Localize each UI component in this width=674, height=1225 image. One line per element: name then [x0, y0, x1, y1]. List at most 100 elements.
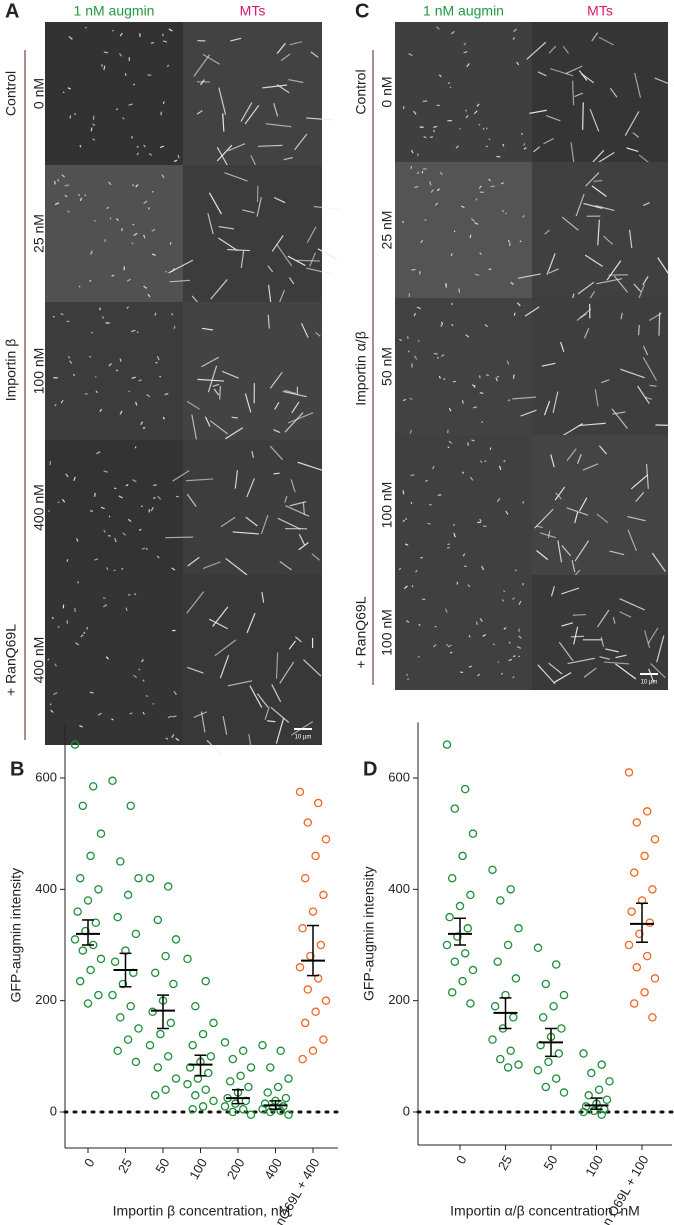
filament — [213, 388, 220, 396]
data-point — [632, 963, 642, 972]
filament — [275, 718, 285, 744]
data-point — [171, 935, 181, 944]
filament — [642, 276, 649, 286]
filament — [202, 561, 221, 570]
filament — [406, 673, 408, 676]
data-point — [86, 851, 95, 861]
filament — [64, 184, 70, 187]
filament — [282, 390, 307, 398]
filament — [548, 268, 559, 274]
filament — [449, 86, 452, 89]
data-point — [511, 974, 521, 983]
filament — [147, 293, 151, 298]
row-label: 100 nM — [31, 348, 47, 395]
filament — [550, 586, 555, 597]
filament — [65, 473, 69, 478]
data-point — [148, 1007, 157, 1017]
filament — [208, 192, 222, 215]
filament — [498, 465, 502, 471]
filament — [133, 674, 138, 679]
micrograph-tile — [45, 22, 183, 165]
filament — [513, 312, 516, 316]
filament — [50, 709, 54, 713]
filament — [486, 374, 489, 377]
filament — [232, 531, 259, 535]
data-point — [627, 907, 636, 916]
data-point — [514, 924, 523, 933]
filament — [627, 515, 646, 522]
filament — [626, 147, 639, 152]
filament — [143, 200, 148, 204]
filament — [468, 665, 472, 668]
data-point — [75, 873, 85, 883]
data-point — [589, 1106, 599, 1116]
data-point — [123, 890, 133, 900]
filament — [503, 590, 506, 593]
y-tick-label: 200 — [388, 992, 410, 1007]
filament — [83, 631, 86, 635]
micrograph-tile — [532, 435, 668, 575]
filament — [133, 83, 136, 86]
filament — [501, 599, 505, 602]
filament — [465, 334, 470, 338]
filament — [571, 80, 575, 106]
filament — [214, 639, 237, 657]
filament — [513, 28, 517, 33]
data-point — [263, 1088, 272, 1097]
data-point — [161, 951, 170, 961]
filament — [267, 265, 274, 273]
micrograph-tile — [532, 162, 668, 298]
filament — [159, 145, 165, 148]
filament — [193, 711, 208, 719]
filament — [620, 368, 645, 379]
filament — [121, 567, 124, 570]
filament — [619, 598, 646, 611]
y-tick-label: 600 — [35, 769, 57, 784]
filament — [209, 618, 228, 630]
data-point — [295, 787, 305, 797]
filament — [79, 725, 83, 728]
filament — [603, 661, 630, 665]
filament — [128, 103, 133, 106]
row-label: 0 nM — [31, 78, 47, 109]
filament — [448, 407, 452, 412]
filament — [274, 197, 286, 204]
filament — [517, 273, 541, 279]
micrograph-tile — [395, 22, 532, 162]
data-point — [554, 1049, 564, 1058]
filament — [108, 363, 112, 367]
data-point — [96, 954, 106, 964]
filament — [475, 198, 478, 201]
data-point — [650, 974, 660, 983]
filament — [219, 385, 222, 400]
filament — [519, 240, 522, 243]
filament — [222, 715, 228, 735]
filament — [150, 42, 155, 44]
data-point — [303, 818, 313, 827]
filament — [471, 384, 476, 387]
filament — [589, 108, 600, 132]
data-point — [246, 1110, 256, 1120]
filament — [455, 145, 459, 149]
filament — [447, 446, 450, 449]
filament — [96, 451, 101, 455]
filament — [548, 662, 563, 675]
data-point — [319, 1035, 328, 1044]
data-point — [220, 1038, 230, 1047]
filament — [411, 585, 414, 588]
filament — [461, 471, 465, 474]
filament — [495, 377, 498, 382]
filament — [294, 636, 302, 643]
filament — [175, 737, 180, 741]
filament — [61, 174, 65, 178]
filament — [416, 171, 420, 175]
filament — [99, 307, 101, 311]
data-point — [321, 996, 331, 1005]
filament — [417, 340, 420, 343]
filament — [596, 513, 609, 524]
filament — [436, 26, 440, 30]
data-point — [450, 804, 460, 813]
filament — [425, 479, 428, 483]
filament — [439, 171, 443, 176]
data-point — [268, 1103, 278, 1112]
